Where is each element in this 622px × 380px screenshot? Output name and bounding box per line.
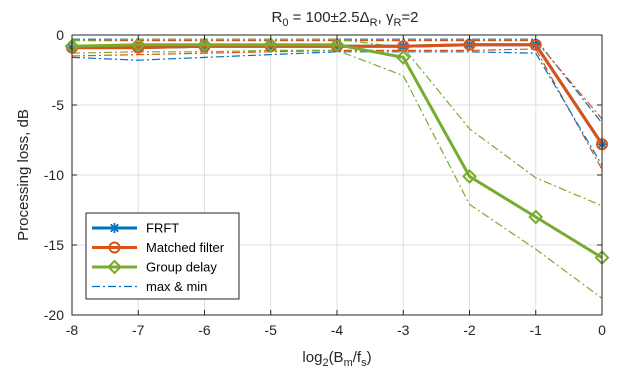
- legend-marker: [109, 223, 120, 233]
- x-tick-label: -6: [198, 322, 211, 338]
- bound-line: [71, 49, 603, 299]
- y-tick-label: -10: [44, 167, 64, 183]
- x-tick-label: -4: [331, 322, 344, 338]
- title-main-sub: 0: [282, 17, 288, 29]
- data-point: [528, 209, 544, 225]
- chart-title: R0 = 100±2.5ΔR, γR=2: [271, 9, 418, 29]
- y-tick-label: -5: [52, 97, 65, 113]
- x-tick-label: -5: [265, 322, 278, 338]
- xlabel-pre: log: [302, 349, 322, 366]
- y-tick-label: 0: [56, 27, 64, 43]
- legend-label: Matched filter: [146, 240, 225, 255]
- legend-label: Group delay: [146, 260, 217, 275]
- legend: FRFT Matched filter Group delay max & min: [85, 212, 240, 300]
- legend-marker: [108, 241, 121, 254]
- bound-lines: [71, 38, 603, 299]
- ticks: -8 -7 -6 -5 -4 -3 -2 -1 00-5-10-15-20: [44, 27, 606, 338]
- series-lines: [64, 37, 610, 266]
- y-tick-label: -15: [44, 237, 64, 253]
- legend-label: FRFT: [146, 221, 179, 236]
- xlabel-end: ): [367, 349, 372, 366]
- series-line: [71, 43, 603, 259]
- title-end: =2: [401, 9, 418, 26]
- title-mid: = 100±2.5Δ: [288, 9, 369, 26]
- xlabel-post: (B: [329, 349, 344, 366]
- xlabel-sub: 2: [322, 357, 328, 369]
- data-point: [329, 37, 345, 53]
- x-tick-label: -8: [66, 322, 79, 338]
- legend-marker: [107, 259, 122, 275]
- data-point: [132, 41, 145, 54]
- xlabel-sub2: m: [344, 357, 353, 369]
- series-group-delay: [64, 37, 610, 266]
- data-point: [462, 168, 477, 184]
- x-tick-label: -3: [397, 322, 410, 338]
- y-axis-label: Processing loss, dB: [15, 109, 32, 241]
- legend-label: max & min: [146, 279, 207, 294]
- xlabel-post2: /f: [353, 349, 362, 366]
- bound-line: [71, 38, 603, 207]
- data-point: [263, 37, 279, 53]
- x-axis-label: log2(Bm/fs): [302, 349, 371, 369]
- x-tick-label: -2: [463, 322, 476, 338]
- title-end-sub: R: [393, 17, 401, 29]
- data-point: [197, 37, 212, 53]
- title-sep: , γ: [378, 9, 394, 26]
- data-point: [395, 49, 411, 65]
- data-point: [130, 37, 146, 53]
- y-tick-label: -20: [44, 307, 64, 323]
- x-tick-label: -7: [132, 322, 145, 338]
- x-tick-label: -1: [530, 322, 543, 338]
- title-main: R: [271, 9, 282, 26]
- title-mid-sub: R: [370, 17, 378, 29]
- xlabel-sub3: s: [361, 357, 367, 369]
- x-tick-label: 0: [598, 322, 606, 338]
